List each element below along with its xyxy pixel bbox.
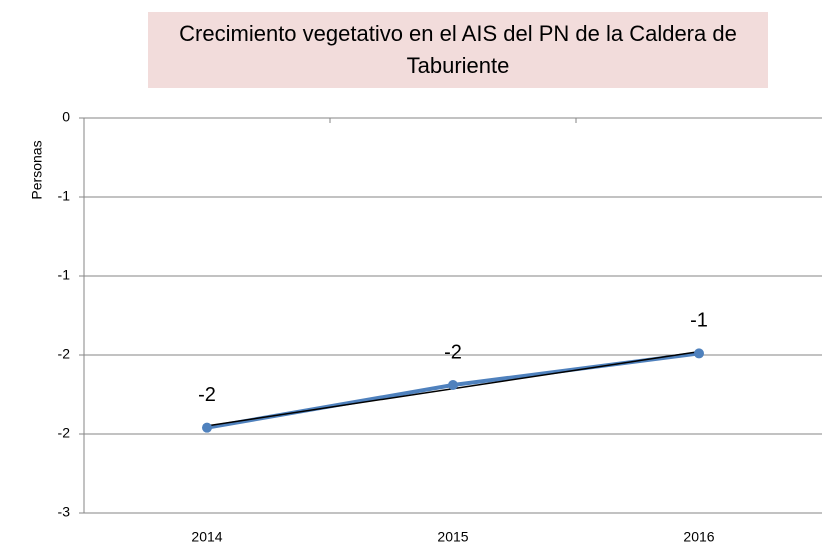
x-tick-label: 2015 xyxy=(437,529,468,545)
series-line xyxy=(206,351,700,430)
chart-title: Crecimiento vegetativo en el AIS del PN … xyxy=(148,12,768,88)
data-point xyxy=(694,348,704,359)
y-tick-label: -1 xyxy=(58,267,71,283)
y-tick-label: 0 xyxy=(62,109,70,125)
y-tick-label: -1 xyxy=(58,188,71,204)
y-tick-label: -3 xyxy=(58,504,71,520)
data-label: -1 xyxy=(690,310,708,332)
y-tick-label: -2 xyxy=(58,425,71,441)
y-tick-label: -2 xyxy=(58,346,71,362)
data-point xyxy=(448,380,458,391)
x-tick-label: 2014 xyxy=(191,529,222,545)
data-point xyxy=(202,422,212,433)
x-tick-label: 2016 xyxy=(683,529,714,545)
data-label: -2 xyxy=(198,384,216,406)
y-axis-label: Personas xyxy=(29,140,45,199)
data-label: -2 xyxy=(444,341,462,363)
